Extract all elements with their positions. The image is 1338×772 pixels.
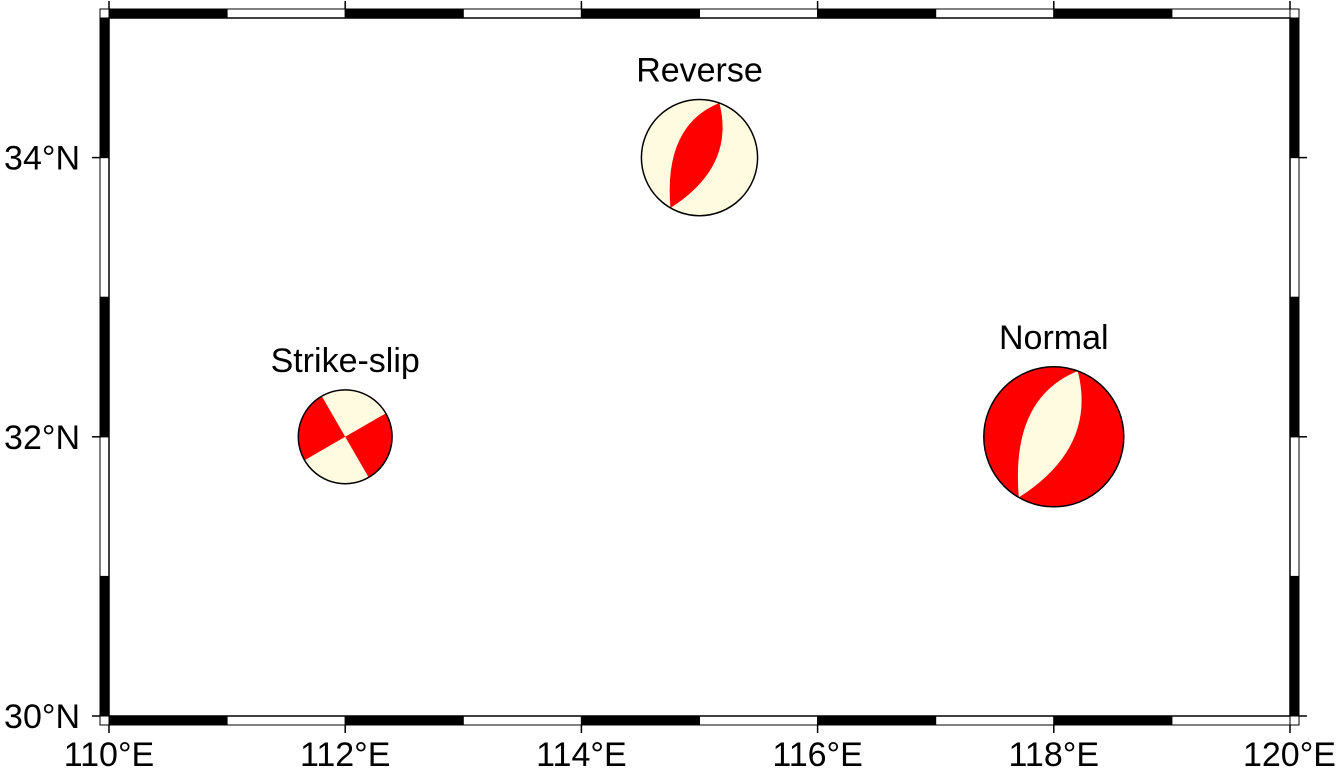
frame-corner (1289, 715, 1300, 726)
frame-corner (99, 715, 110, 726)
frame-segment-top (580, 8, 701, 19)
frame-segment-top (1053, 8, 1173, 19)
beachball-outline (983, 366, 1125, 508)
frame-segment-right (1289, 436, 1300, 577)
frame-segment-bottom (1053, 715, 1173, 726)
beachball-normal (983, 366, 1125, 508)
frame-segment-left (99, 157, 110, 298)
beachball-reverse (640, 98, 759, 217)
frame-segment-bottom (817, 715, 937, 726)
frame-segment-top (1171, 8, 1291, 19)
focal-mechanisms: Strike-slip Reverse Normal (271, 52, 1125, 508)
frame-segment-top (344, 8, 464, 19)
x-tick-label: 118°E (1009, 736, 1099, 772)
frame-segment-left (99, 436, 110, 577)
frame-segment-top (935, 8, 1055, 19)
frame-segment-top (817, 8, 937, 19)
nodal-lens (669, 103, 723, 208)
frame-corner (1289, 8, 1300, 19)
x-tick-label: 120°E (1243, 736, 1336, 772)
frame-segment-bottom (462, 715, 582, 726)
y-tick-label: 32°N (4, 419, 80, 457)
event-label: Strike-slip (271, 342, 420, 380)
compressional-quadrant (345, 413, 393, 478)
axis-ticks: 110°E 112°E 114°E 116°E 118°E 120°E 30°N 32°N 34… (4, 1, 1336, 772)
frame-segment-bottom (935, 715, 1055, 726)
frame-segment-left (99, 296, 110, 438)
map-border (108, 17, 1291, 717)
frame-segment-right (1289, 17, 1300, 159)
frame-segment-left (99, 17, 110, 159)
frame-segment-bottom (699, 715, 819, 726)
frame-segment-bottom (108, 715, 228, 726)
frame-segment-top (226, 8, 346, 19)
beachball-outline (297, 389, 393, 485)
x-tick-label: 112°E (300, 736, 390, 772)
frame-segment-right (1289, 575, 1300, 717)
y-tick-label: 34°N (4, 140, 80, 178)
frame-segment-bottom (580, 715, 701, 726)
x-tick-label: 116°E (772, 736, 862, 772)
frame-segment-right (1289, 157, 1300, 298)
frame-segment-top (699, 8, 819, 19)
frame-segment-bottom (226, 715, 346, 726)
beachball-strike-slip (297, 389, 393, 485)
frame-segment-bottom (1171, 715, 1291, 726)
x-tick-label: 110°E (64, 736, 154, 772)
y-tick-label: 30°N (4, 698, 80, 736)
frame-segment-top (462, 8, 582, 19)
x-tick-label: 114°E (536, 736, 626, 772)
beachball-outline (640, 98, 759, 217)
event-label: Reverse (636, 52, 763, 90)
frame-segment-right (1289, 296, 1300, 438)
frame-corner (99, 8, 110, 19)
nodal-lens (1017, 371, 1082, 498)
frame-segment-top (108, 8, 228, 19)
frame-segment-bottom (344, 715, 464, 726)
event-label: Normal (999, 319, 1109, 357)
frame-segment-left (99, 575, 110, 717)
compressional-quadrant (298, 396, 346, 461)
